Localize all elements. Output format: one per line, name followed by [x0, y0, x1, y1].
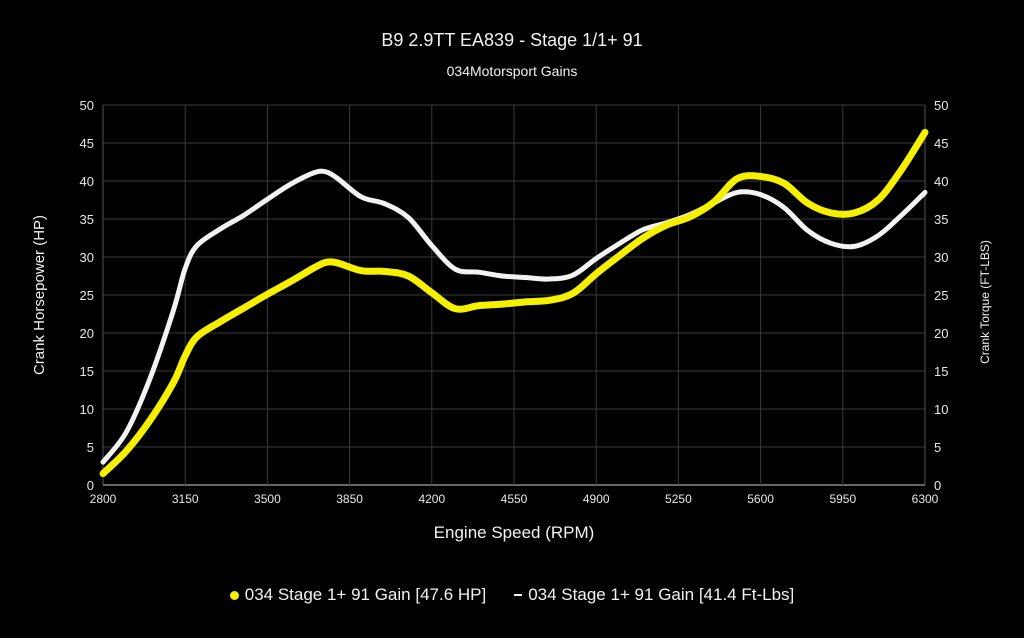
y-tick-label: 35 [80, 212, 94, 227]
chart-title: B9 2.9TT EA839 - Stage 1/1+ 91 [381, 30, 643, 50]
series-lines [99, 128, 929, 478]
y2-tick-label: 20 [934, 326, 948, 341]
y-tick-label: 0 [87, 478, 94, 493]
x-tick-label: 4550 [501, 492, 528, 506]
y2-tick-label: 15 [934, 364, 948, 379]
y-tick-label: 50 [80, 98, 94, 113]
x-tick-label: 4200 [418, 492, 445, 506]
torque-gain-line [100, 168, 928, 465]
y-tick-label: 15 [80, 364, 94, 379]
x-tick-label: 4900 [583, 492, 610, 506]
x-tick-label: 6300 [912, 492, 939, 506]
chart-subtitle: 034Motorsport Gains [446, 63, 578, 79]
legend-label-hp: 034 Stage 1+ 91 Gain [47.6 HP] [244, 585, 487, 604]
y2-tick-label: 50 [934, 98, 948, 113]
y-tick-label: 30 [80, 250, 94, 265]
y-axis-left-ticks: 0 5 10 15 20 25 30 35 40 45 50 [80, 98, 94, 493]
y2-tick-label: 10 [934, 402, 948, 417]
x-tick-label: 5950 [829, 492, 856, 506]
x-tick-label: 3850 [336, 492, 363, 506]
legend-item-hp: 034 Stage 1+ 91 Gain [47.6 HP] [229, 585, 487, 605]
x-tick-label: 5250 [665, 492, 692, 506]
y2-tick-label: 25 [934, 288, 948, 303]
x-tick-label: 2800 [90, 492, 117, 506]
y2-tick-label: 30 [934, 250, 948, 265]
x-axis-label: Engine Speed (RPM) [434, 523, 595, 542]
legend: 034 Stage 1+ 91 Gain [47.6 HP] 034 Stage… [0, 585, 1024, 605]
y2-tick-label: 35 [934, 212, 948, 227]
x-tick-label: 3500 [254, 492, 281, 506]
x-tick-label: 3150 [172, 492, 199, 506]
y-tick-label: 25 [80, 288, 94, 303]
y-axis-left-label: Crank Horsepower (HP) [31, 215, 48, 375]
y2-tick-label: 5 [934, 440, 941, 455]
y-tick-label: 20 [80, 326, 94, 341]
y-tick-label: 10 [80, 402, 94, 417]
y2-tick-label: 0 [934, 478, 941, 493]
x-axis-ticks: 2800 3150 3500 3850 4200 4550 4900 5250 5600 5950… [90, 492, 939, 506]
y-tick-label: 40 [80, 174, 94, 189]
grid-lines [102, 104, 926, 486]
y2-tick-label: 45 [934, 136, 948, 151]
y-tick-label: 45 [80, 136, 94, 151]
y2-tick-label: 40 [934, 174, 948, 189]
legend-item-torque: 034 Stage 1+ 91 Gain [41.4 Ft-Lbs] [514, 585, 794, 605]
hp-gain-line [99, 128, 929, 478]
y-axis-right-label: Crank Torque (FT-LBS) [978, 240, 992, 364]
y-tick-label: 5 [87, 440, 94, 455]
legend-label-torque: 034 Stage 1+ 91 Gain [41.4 Ft-Lbs] [528, 585, 795, 604]
legend-dash-icon [514, 594, 523, 596]
x-tick-label: 5600 [747, 492, 774, 506]
legend-dot-icon [229, 590, 239, 600]
y-axis-right-ticks: 0 5 10 15 20 25 30 35 40 45 50 [934, 98, 948, 493]
